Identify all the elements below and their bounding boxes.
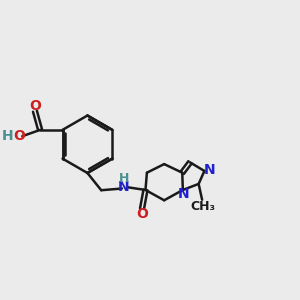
Text: N: N [204,163,215,176]
Text: N: N [118,180,130,194]
Text: N: N [178,187,189,201]
Text: H: H [119,172,129,185]
Text: O: O [29,99,41,113]
Text: O: O [14,129,26,142]
Text: O: O [136,207,148,221]
Text: H: H [2,129,13,142]
Text: CH₃: CH₃ [191,200,216,212]
